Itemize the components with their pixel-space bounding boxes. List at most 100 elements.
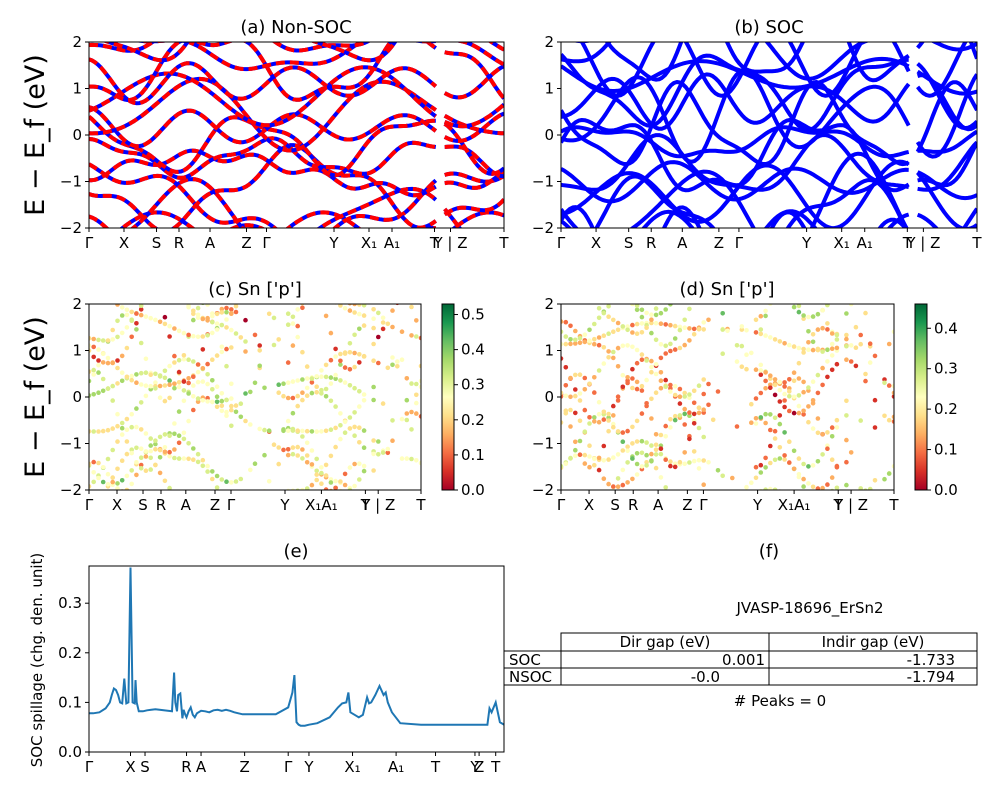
- projection-point: [119, 313, 125, 318]
- projection-point: [820, 498, 825, 503]
- projection-point: [220, 518, 225, 523]
- y-tick-label: 1: [544, 80, 554, 98]
- projection-point: [167, 378, 172, 383]
- projection-point: [810, 398, 816, 403]
- projection-point: [338, 246, 343, 251]
- projection-point: [582, 452, 588, 458]
- projection-point: [409, 304, 414, 310]
- projection-point: [357, 304, 362, 307]
- projection-point: [758, 327, 764, 332]
- projection-point: [338, 411, 343, 416]
- projection-point: [347, 415, 353, 420]
- projection-point: [352, 304, 357, 307]
- projection-point: [858, 418, 863, 423]
- projection-point: [882, 413, 887, 419]
- projection-point: [414, 334, 419, 339]
- projection-point: [224, 413, 229, 419]
- projection-point: [716, 514, 721, 519]
- projection-point: [677, 324, 683, 330]
- projection-point: [768, 427, 773, 433]
- projection-point: [634, 386, 640, 392]
- projection-point: [224, 409, 229, 415]
- projection-point: [124, 325, 130, 330]
- projection-point: [649, 459, 654, 464]
- projection-point: [692, 269, 697, 274]
- projection-point: [825, 359, 830, 364]
- projection-point: [115, 481, 120, 486]
- projection-point: [172, 431, 177, 437]
- projection-point: [882, 476, 887, 482]
- projection-point: [124, 487, 130, 490]
- panel-a-title: (a) Non-SOC: [240, 17, 351, 38]
- projection-point: [806, 481, 811, 486]
- projection-point: [115, 423, 120, 429]
- projection-point: [596, 419, 602, 425]
- projection-point: [314, 282, 319, 287]
- projection-point: [100, 388, 106, 394]
- projection-point: [611, 413, 616, 418]
- x-tick-label: X: [112, 496, 122, 514]
- projection-point: [328, 453, 334, 459]
- projection-point: [744, 352, 749, 358]
- projection-point: [872, 353, 878, 359]
- projection-point: [110, 447, 115, 453]
- projection-point: [214, 394, 220, 400]
- projection-point: [324, 292, 329, 297]
- projection-point: [630, 299, 635, 304]
- projection-point: [323, 386, 329, 392]
- projection-point: [395, 532, 400, 537]
- projection-point: [578, 512, 583, 517]
- y-tick-label: −1: [60, 173, 82, 191]
- projection-point: [257, 343, 263, 348]
- projection-point: [200, 316, 206, 322]
- projection-point: [563, 319, 569, 325]
- projection-point: [182, 296, 187, 301]
- projection-point: [782, 292, 787, 297]
- projection-point: [106, 295, 111, 300]
- band-14-soc: [579, 42, 968, 98]
- projection-point: [763, 308, 768, 314]
- projection-point: [582, 332, 588, 338]
- projection-point: [167, 334, 172, 339]
- projection-point: [177, 286, 182, 291]
- projection-point: [578, 269, 583, 274]
- x-tick-label: Z: [682, 496, 692, 514]
- projection-point: [758, 331, 764, 337]
- projection-point: [252, 380, 258, 386]
- projection-point: [89, 393, 92, 398]
- projection-point: [563, 365, 569, 370]
- projection-point: [564, 518, 569, 523]
- projection-point: [720, 351, 725, 357]
- projection-point: [810, 339, 816, 345]
- band-16-soc: [561, 42, 870, 81]
- projection-point: [119, 330, 125, 336]
- projection-point: [791, 448, 797, 454]
- projection-point: [385, 450, 391, 456]
- projection-point: [848, 304, 854, 307]
- x-tick-label: X: [591, 234, 601, 252]
- projection-point: [266, 479, 272, 484]
- projection-point: [338, 299, 343, 304]
- projection-point: [115, 304, 120, 307]
- projection-point: [672, 464, 678, 470]
- projection-point: [395, 291, 400, 296]
- projection-point: [361, 323, 367, 328]
- projection-point: [115, 334, 120, 340]
- projection-point: [105, 427, 111, 433]
- projection-point: [639, 321, 645, 326]
- projection-point: [134, 321, 139, 326]
- panel-b-bands: [561, 42, 977, 228]
- projection-point: [124, 307, 130, 313]
- projection-point: [181, 330, 187, 336]
- projection-point: [295, 428, 301, 434]
- projection-point: [582, 375, 588, 381]
- projection-point: [276, 390, 282, 396]
- projection-point: [262, 427, 267, 433]
- projection-point: [342, 482, 348, 488]
- projection-point: [295, 261, 300, 266]
- x-tick-label: Z: [210, 496, 220, 514]
- band-1-red: [119, 210, 504, 228]
- projection-point: [158, 299, 163, 304]
- projection-point: [725, 490, 730, 495]
